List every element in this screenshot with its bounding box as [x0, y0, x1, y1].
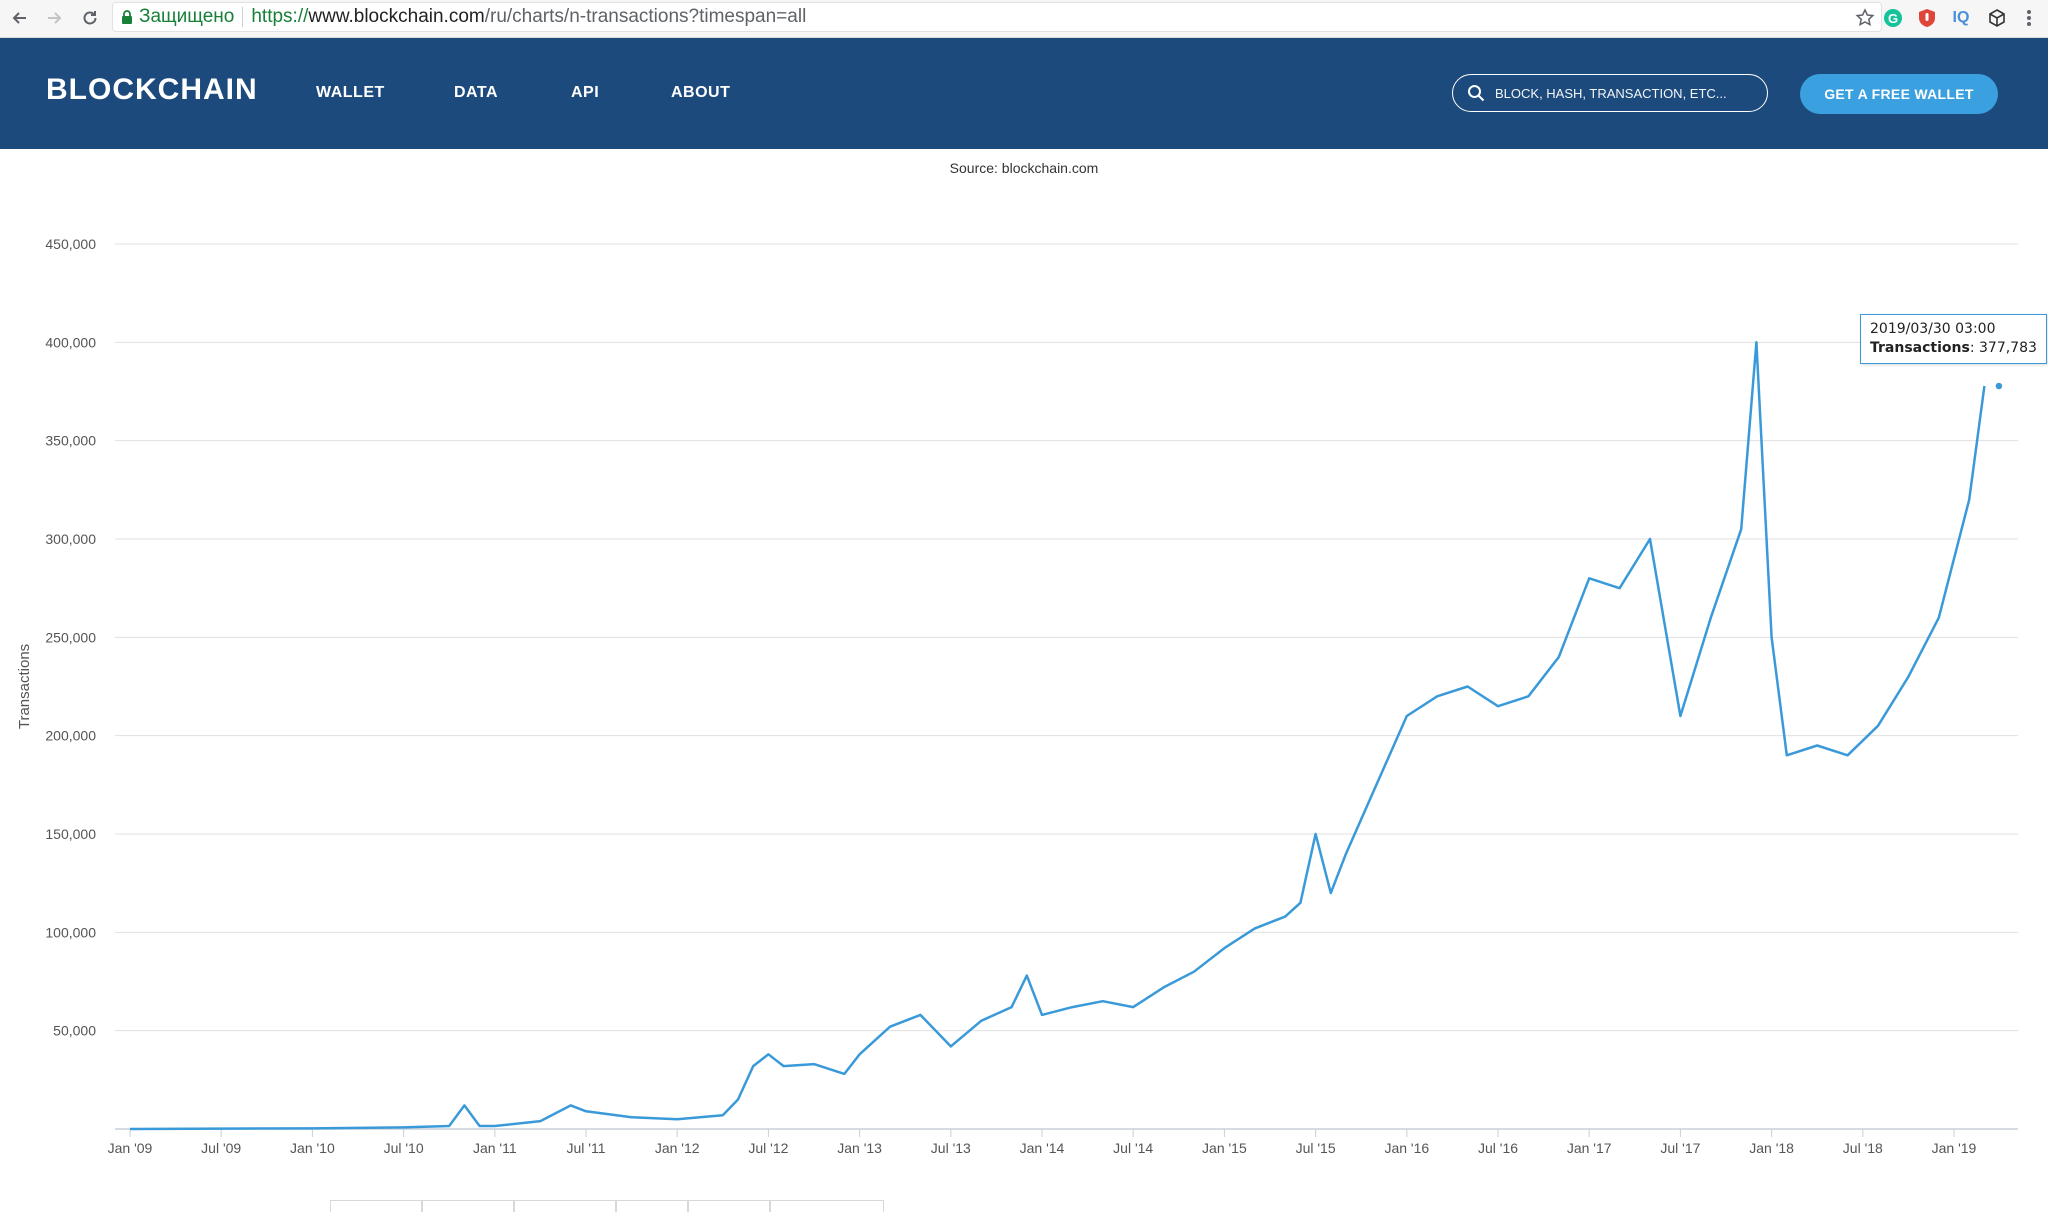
tooltip-date: 2019/03/30 03:00 [1870, 321, 1996, 337]
forward-button[interactable] [40, 4, 68, 32]
range-selector [330, 1200, 884, 1212]
x-tick-label: Jul '09 [201, 1140, 241, 1156]
highlight-point [1994, 381, 2004, 391]
cube-icon [1989, 9, 2005, 27]
x-tick-label: Jan '14 [1020, 1140, 1065, 1156]
y-tick-label: 200,000 [45, 728, 96, 744]
x-tick-label: Jan '12 [655, 1140, 700, 1156]
x-tick-label: Jul '18 [1843, 1140, 1883, 1156]
range-tab[interactable] [770, 1200, 884, 1212]
x-tick-label: Jul '15 [1296, 1140, 1336, 1156]
bookmark-star-icon[interactable] [1855, 8, 1875, 28]
x-tick-label: Jan '18 [1749, 1140, 1794, 1156]
nav-data[interactable]: DATA [454, 84, 499, 101]
x-tick-label: Jul '16 [1478, 1140, 1518, 1156]
search-icon [1468, 85, 1485, 102]
x-tick-label: Jul '12 [748, 1140, 788, 1156]
x-tick-label: Jan '16 [1384, 1140, 1429, 1156]
nav-api[interactable]: API [571, 84, 600, 101]
forward-arrow-icon [48, 12, 62, 24]
x-tick-label: Jan '15 [1202, 1140, 1247, 1156]
back-button[interactable] [6, 4, 34, 32]
y-tick-label: 300,000 [45, 531, 96, 547]
back-arrow-icon [12, 12, 26, 24]
x-tick-label: Jan '19 [1932, 1140, 1977, 1156]
adblock-extension-icon[interactable] [1914, 5, 1940, 31]
secure-label: Защищено [139, 6, 235, 27]
cube-extension-icon[interactable] [1984, 5, 2010, 31]
y-tick-label: 350,000 [45, 433, 96, 449]
search-input[interactable] [1493, 84, 1737, 102]
range-tab[interactable] [422, 1200, 514, 1212]
y-tick-label: 50,000 [53, 1023, 96, 1039]
browser-menu-button[interactable] [2016, 5, 2042, 31]
y-tick-label: 100,000 [45, 924, 96, 940]
tooltip-value: 377,783 [1979, 340, 2037, 356]
chart-source: Source: blockchain.com [949, 160, 1099, 176]
y-axis-title: Transactions [16, 644, 33, 729]
kebab-menu-icon [2027, 10, 2031, 26]
url-scheme: https:// [251, 6, 309, 27]
x-tick-label: Jul '11 [567, 1140, 606, 1156]
x-tick-label: Jan '17 [1567, 1140, 1612, 1156]
x-tick-label: Jul '13 [931, 1140, 971, 1156]
y-tick-label: 400,000 [45, 334, 96, 350]
blockchain-logo[interactable]: BLOCKCHAIN [46, 73, 258, 106]
search-box[interactable] [1452, 74, 1768, 112]
site-header: BLOCKCHAIN WALLET DATA API ABOUT GET A F… [0, 38, 2048, 149]
grammarly-g-icon: G [1884, 9, 1902, 27]
address-bar[interactable]: Защищено https://www.blockchain.com/ru/c… [112, 2, 1882, 32]
shield-icon [1919, 9, 1935, 27]
x-tick-label: Jul '10 [384, 1140, 424, 1156]
x-tick-label: Jan '11 [473, 1140, 517, 1156]
grammarly-extension-icon[interactable]: G [1880, 5, 1906, 31]
x-tick-label: Jan '13 [837, 1140, 882, 1156]
x-tick-label: Jan '10 [290, 1140, 335, 1156]
range-tab[interactable] [514, 1200, 616, 1212]
chart-tooltip: 2019/03/30 03:00 Transactions: 377,783 [1860, 314, 2047, 364]
x-tick-label: Jul '17 [1660, 1140, 1700, 1156]
transactions-series-line [129, 341, 1986, 1131]
address-divider [242, 7, 244, 27]
y-tick-label: 250,000 [45, 629, 96, 645]
browser-toolbar: Защищено https://www.blockchain.com/ru/c… [0, 0, 2048, 38]
get-free-wallet-button[interactable]: GET A FREE WALLET [1800, 74, 1998, 114]
y-tick-label: 450,000 [45, 236, 96, 252]
range-tab[interactable] [330, 1200, 422, 1212]
nav-about[interactable]: ABOUT [671, 84, 731, 101]
reload-icon [83, 11, 97, 25]
y-tick-label: 150,000 [45, 826, 96, 842]
svg-text:G: G [1888, 11, 1898, 26]
tooltip-label: Transactions [1870, 340, 1970, 356]
range-tab[interactable] [616, 1200, 688, 1212]
url-path: /ru/charts/n-transactions?timespan=all [484, 6, 807, 27]
tooltip-row: Transactions: 377,783 [1870, 340, 2037, 356]
iq-extension-icon[interactable]: IQ [1952, 9, 1970, 26]
x-tick-label: Jan '09 [108, 1140, 153, 1156]
range-tab[interactable] [688, 1200, 770, 1212]
lock-icon [122, 10, 132, 24]
x-tick-label: Jul '14 [1113, 1140, 1153, 1156]
reload-button[interactable] [76, 4, 104, 32]
nav-wallet[interactable]: WALLET [316, 84, 385, 101]
url-host: www.blockchain.com [308, 6, 485, 27]
